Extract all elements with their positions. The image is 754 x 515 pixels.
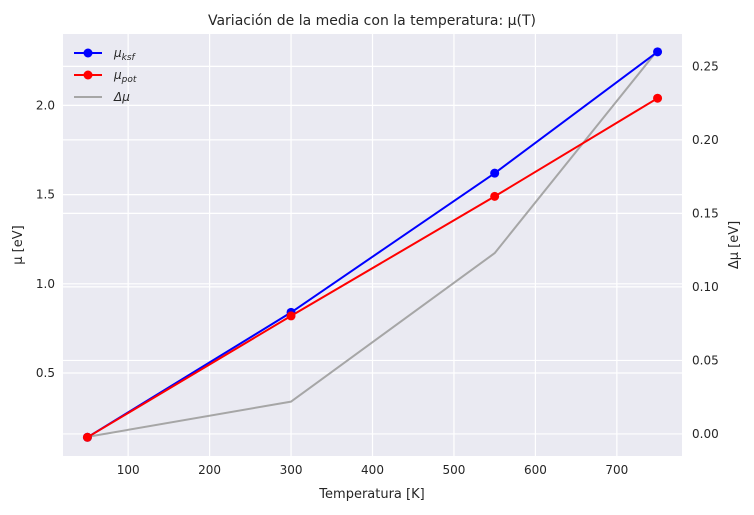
series-point-0 xyxy=(490,168,500,178)
y2-tick-label: 0.00 xyxy=(692,427,719,441)
y2-tick-label: 0.05 xyxy=(692,353,719,367)
y-tick-label: 2.0 xyxy=(36,98,55,112)
y-tick-label: 1.0 xyxy=(36,277,55,291)
legend-label-main: μ xyxy=(113,46,122,60)
series-line-1 xyxy=(86,97,659,439)
grid-x xyxy=(127,34,618,456)
y2-tick-label: 0.25 xyxy=(692,59,719,73)
y2-tick-label: 0.10 xyxy=(692,280,719,294)
chart-title: Variación de la media con la temperatura… xyxy=(208,13,536,29)
series-point-1 xyxy=(653,93,663,103)
series-point-0 xyxy=(653,47,663,57)
x-tick-labels: 100 200 300 400 500 600 700 xyxy=(117,463,629,477)
x-axis-label: Temperatura [K] xyxy=(318,487,424,502)
x-tick-label: 200 xyxy=(198,463,221,477)
legend-swatch-marker xyxy=(83,70,93,80)
legend-label: Δμ xyxy=(113,90,130,104)
x-tick-label: 500 xyxy=(442,463,465,477)
series-line-2 xyxy=(87,49,659,438)
legend-label: μksf xyxy=(113,46,137,63)
x-tick-label: 400 xyxy=(361,463,384,477)
legend-label-sub: ksf xyxy=(122,53,137,63)
y-axis-label: μ [eV] xyxy=(11,225,26,264)
legend-label: μpot xyxy=(113,68,137,85)
y-tick-labels: 0.5 1.0 1.5 2.0 xyxy=(36,98,55,380)
y-tick-label: 1.5 xyxy=(36,188,55,202)
series-line-0 xyxy=(86,50,659,439)
x-tick-label: 700 xyxy=(605,463,628,477)
legend-label-main: μ xyxy=(113,68,122,82)
y2-tick-labels: 0.00 0.05 0.10 0.15 0.20 0.25 xyxy=(692,59,719,441)
legend-label-main: Δμ xyxy=(113,90,130,104)
x-tick-label: 300 xyxy=(280,463,303,477)
legend-swatch-marker xyxy=(83,48,93,58)
series-point-1 xyxy=(490,191,500,201)
series-layer xyxy=(82,47,663,442)
y2-axis-label: Δμ [eV] xyxy=(727,221,742,269)
legend-label-sub: pot xyxy=(121,75,137,85)
grid-y xyxy=(63,65,682,435)
y-tick-label: 0.5 xyxy=(36,366,55,380)
y2-tick-label: 0.20 xyxy=(692,133,719,147)
series-point-1 xyxy=(82,432,92,442)
series-point-1 xyxy=(286,311,296,321)
x-tick-label: 600 xyxy=(524,463,547,477)
y2-tick-label: 0.15 xyxy=(692,206,719,220)
x-tick-label: 100 xyxy=(117,463,140,477)
